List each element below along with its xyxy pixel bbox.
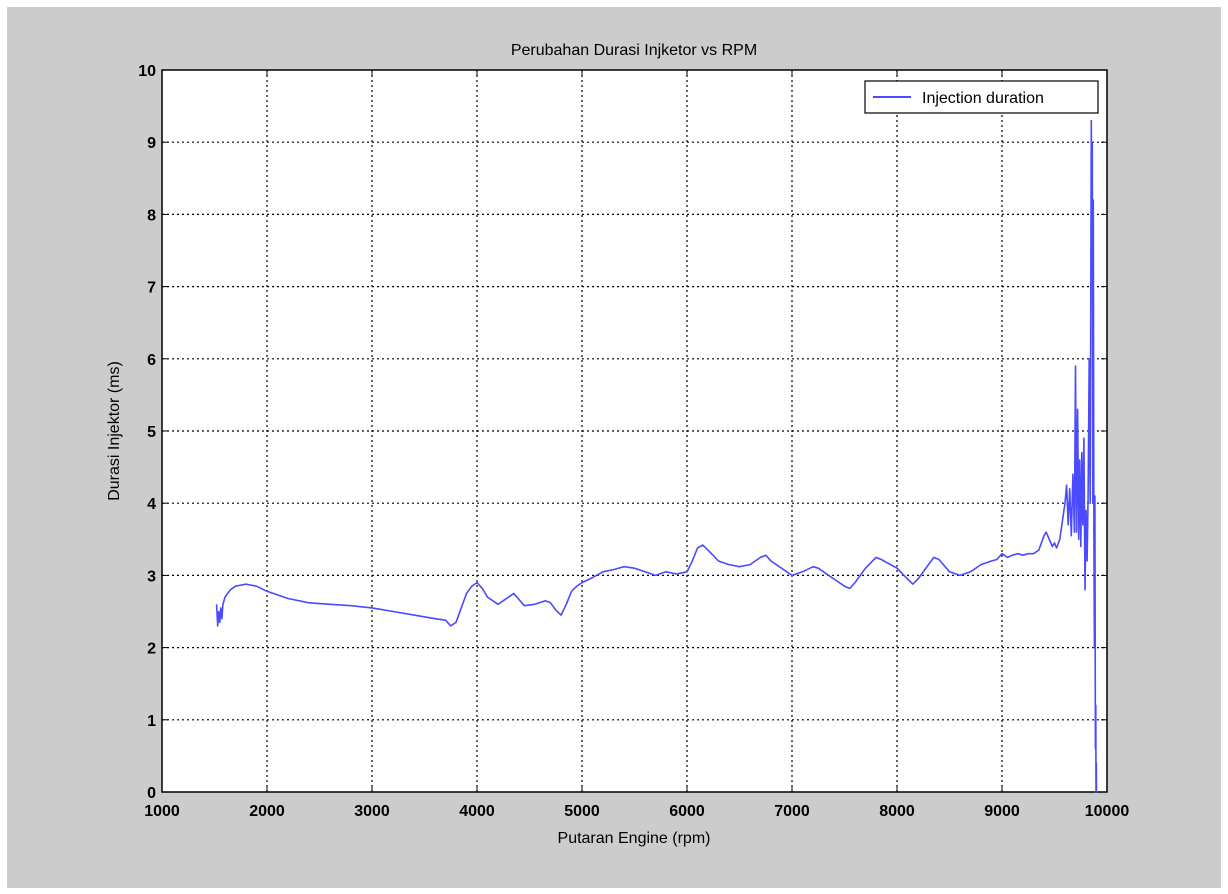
x-tick-label: 10000 [1085,803,1130,820]
y-tick-label: 3 [147,568,156,585]
figure-window: 1000 2000 3000 4000 5000 6000 7000 8000 9000 1000… [7,7,1221,888]
y-tick-labels: 0 1 2 3 4 5 6 7 8 9 10 [138,63,156,802]
x-tick-label: 7000 [774,803,810,820]
plot-area [162,70,1107,792]
x-tick-label: 6000 [669,803,705,820]
x-tick-label: 1000 [144,803,180,820]
chart-title: Perubahan Durasi Injketor vs RPM [511,42,757,59]
x-tick-label: 4000 [459,803,495,820]
legend-label: Injection duration [922,90,1044,107]
y-tick-label: 4 [147,496,156,513]
y-tick-label: 2 [147,641,156,658]
x-tick-label: 5000 [564,803,600,820]
x-axis-label: Putaran Engine (rpm) [558,830,711,847]
legend[interactable]: Injection duration [864,80,1099,114]
x-tick-labels: 1000 2000 3000 4000 5000 6000 7000 8000 9000 1000… [144,803,1129,820]
line-chart: 1000 2000 3000 4000 5000 6000 7000 8000 9000 1000… [106,42,1129,847]
x-tick-label: 9000 [984,803,1020,820]
y-tick-label: 7 [147,280,156,297]
y-tick-label: 9 [147,135,156,152]
x-tick-label: 2000 [249,803,285,820]
y-tick-label: 8 [147,207,156,224]
series-layer [215,119,1098,793]
y-tick-label: 10 [138,63,156,80]
x-tick-label: 3000 [354,803,390,820]
x-tick-label: 8000 [879,803,915,820]
y-tick-label: 5 [147,424,156,441]
y-axis-label: Durasi Injektor (ms) [106,361,123,501]
tick-marks [161,69,1108,793]
y-tick-label: 0 [147,785,156,802]
series-line [215,119,1098,793]
grid-lines [162,70,1107,792]
y-tick-label: 6 [147,352,156,369]
y-tick-label: 1 [147,713,156,730]
